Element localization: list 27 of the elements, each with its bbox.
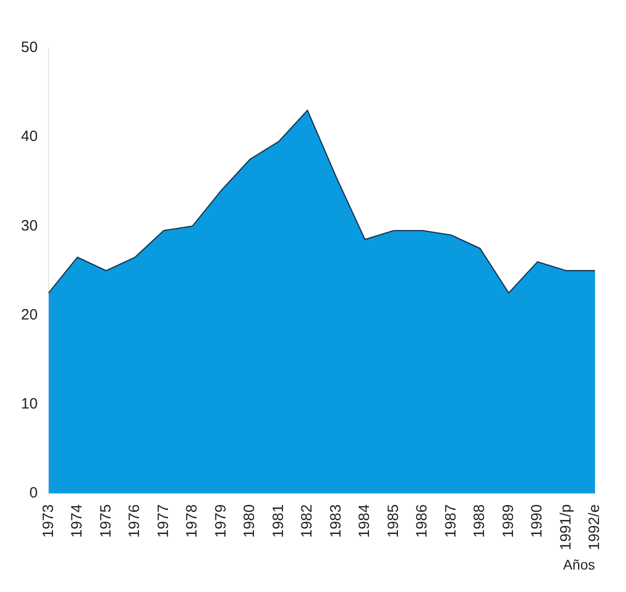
x-tick-label: 1982	[298, 504, 316, 538]
x-tick-label: 1989	[500, 504, 517, 538]
y-tick-label: 0	[29, 484, 38, 502]
x-tick-label: 1975	[97, 504, 114, 538]
y-tick-label: 10	[20, 395, 38, 412]
x-tick-label: 1981	[270, 504, 287, 538]
x-tick-label: 1987	[442, 504, 460, 538]
y-tick-label: 40	[20, 128, 38, 146]
x-tick-label: 1978	[184, 504, 201, 538]
x-tick-label: 1984	[356, 504, 374, 538]
x-tick-label: 1973	[40, 504, 57, 538]
x-tick-label: 1980	[241, 504, 258, 538]
x-tick-label: 1985	[384, 504, 402, 538]
x-tick-label: 1979	[212, 504, 230, 538]
x-tick-label: 1986	[414, 504, 431, 538]
y-tick-label: 30	[20, 217, 38, 234]
x-tick-label: 1983	[327, 504, 344, 538]
y-tick-label: 20	[20, 306, 38, 324]
x-tick-label: 1977	[154, 504, 172, 538]
x-tick-label: 1976	[126, 504, 144, 538]
y-tick-label: 50	[20, 39, 38, 56]
x-tick-label: 1992/e	[586, 504, 604, 550]
x-tick-label: 1990	[528, 504, 546, 538]
x-axis-title: Años	[563, 556, 595, 572]
x-tick-label: 1974	[68, 504, 86, 538]
x-tick-label: 1991/p	[557, 504, 574, 550]
x-tick-label: 1988	[471, 504, 488, 538]
